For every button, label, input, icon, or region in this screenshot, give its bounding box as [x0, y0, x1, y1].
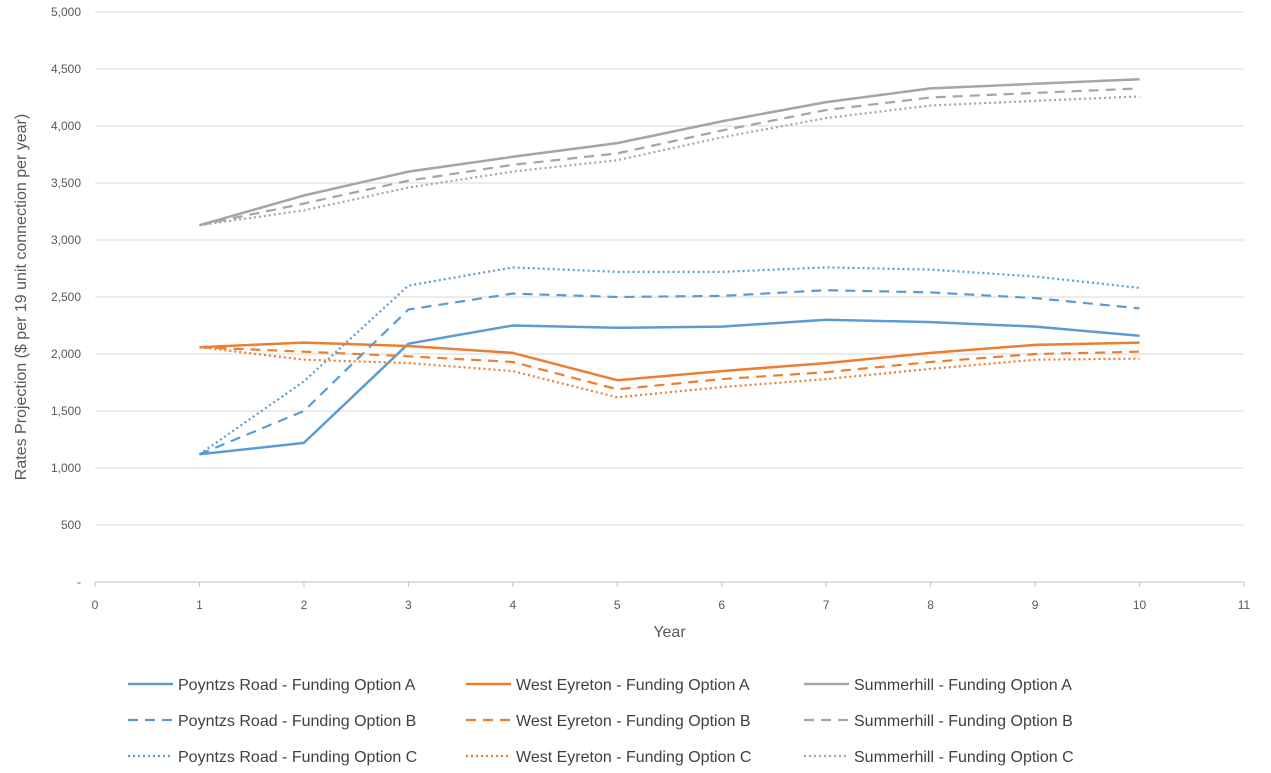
series-line-5 — [199, 87, 1140, 227]
legend-label: West Eyreton - Funding Option A — [516, 677, 750, 694]
y-tick-label: 2,500 — [51, 290, 81, 304]
x-tick-label: 3 — [405, 598, 412, 612]
y-tick-label: 1,000 — [51, 461, 81, 475]
x-tick-label: 7 — [823, 598, 830, 612]
legend: Poyntzs Road - Funding Option A West Eyre… — [128, 677, 1074, 766]
series-line-6 — [198, 266, 1140, 456]
x-tick-label: 10 — [1133, 598, 1147, 612]
x-tick-label: 6 — [718, 598, 725, 612]
series-line-4 — [199, 346, 1140, 391]
series-line-3 — [199, 289, 1140, 456]
y-tick-label: - — [77, 575, 81, 589]
y-tick-label: 5,000 — [51, 5, 81, 19]
y-tick-label: 1,500 — [51, 404, 81, 418]
series-line-7 — [199, 346, 1140, 399]
legend-label: West Eyreton - Funding Option B — [516, 713, 750, 730]
legend-label: Poyntzs Road - Funding Option B — [178, 713, 416, 730]
legend-label: Summerhill - Funding Option B — [854, 713, 1073, 730]
x-tick-label: 1 — [196, 598, 203, 612]
series-line-1 — [199, 341, 1140, 382]
series-line-8 — [199, 95, 1140, 227]
y-tick-label: 3,000 — [51, 233, 81, 247]
gridlines — [95, 11, 1244, 526]
series-line-2 — [199, 78, 1140, 227]
x-tick-label: 4 — [509, 598, 516, 612]
legend-label: Poyntzs Road - Funding Option A — [178, 677, 416, 694]
y-tick-labels: - 500 1,000 1,500 2,000 2,500 3,000 3,500 4,000 4… — [51, 5, 81, 589]
y-tick-label: 2,000 — [51, 347, 81, 361]
legend-label: Summerhill - Funding Option C — [854, 749, 1074, 766]
x-tick-label: 2 — [301, 598, 308, 612]
y-tick-label: 4,500 — [51, 62, 81, 76]
y-tick-label: 500 — [61, 518, 81, 532]
legend-label: Summerhill - Funding Option A — [854, 677, 1072, 694]
y-tick-label: 4,000 — [51, 119, 81, 133]
x-tick-labels: 0 1 2 3 4 5 6 7 8 9 10 11 — [92, 598, 1251, 612]
series-lines — [198, 78, 1140, 456]
x-axis-title: Year — [653, 624, 686, 641]
x-tick-label: 11 — [1238, 598, 1251, 612]
x-tick-label: 9 — [1032, 598, 1039, 612]
axes — [94, 581, 1245, 587]
y-axis-title: Rates Projection ($ per 19 unit connecti… — [13, 114, 30, 480]
y-tick-label: 3,500 — [51, 176, 81, 190]
x-tick-label: 5 — [614, 598, 621, 612]
x-tick-label: 0 — [92, 598, 99, 612]
legend-label: West Eyreton - Funding Option C — [516, 749, 751, 766]
series-line-0 — [199, 318, 1140, 456]
x-tick-label: 8 — [927, 598, 934, 612]
legend-label: Poyntzs Road - Funding Option C — [178, 749, 417, 766]
